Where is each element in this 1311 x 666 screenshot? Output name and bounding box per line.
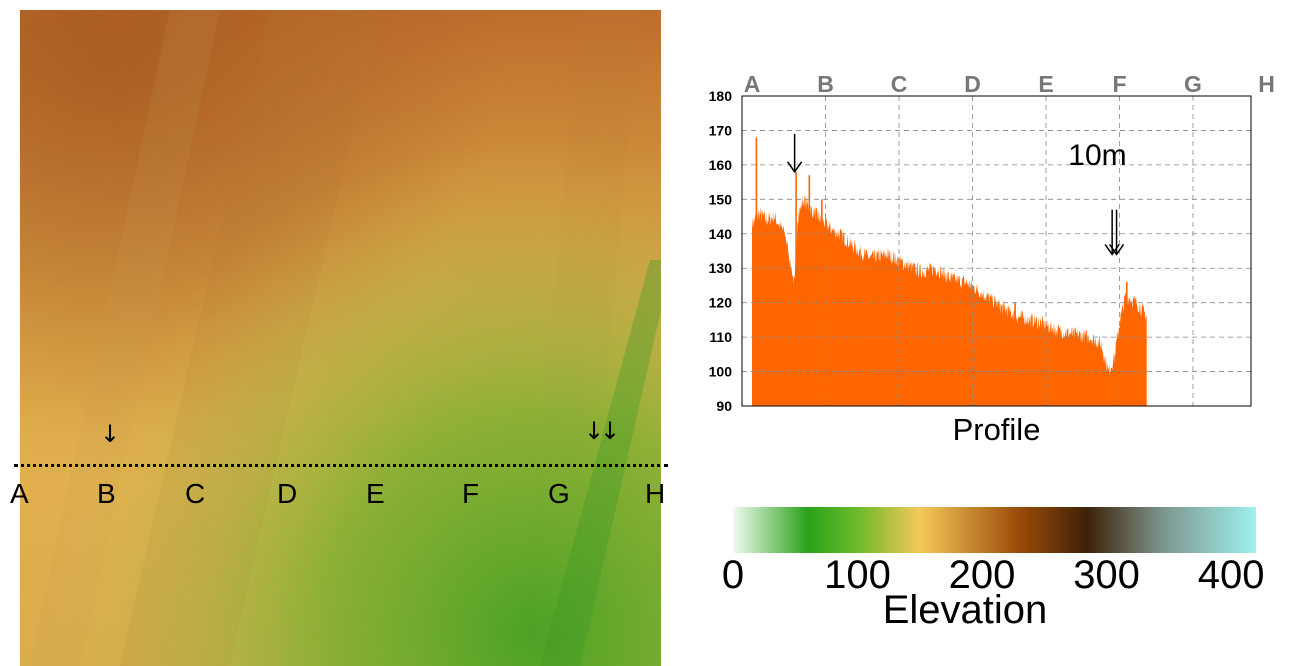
y-tick-label: 150 [709,191,733,207]
x-tick-label-c: C [891,71,908,97]
plot-frame [741,95,1252,407]
y-tick-label: 90 [716,398,732,414]
profile-label-g: G [548,478,570,509]
elevation-colorbar [733,507,1256,553]
x-tick-label-h: H [1258,71,1275,97]
colorbar-tick-label: 0 [721,553,745,597]
y-tick-label: 140 [709,226,733,242]
x-tick-label-g: G [1184,71,1202,97]
profile-label-h: H [645,478,666,509]
chart-arrow-head-2 [1108,244,1125,256]
colorbar-gradient [733,507,1256,553]
profile-label-c: C [185,478,206,509]
x-tick-label-d: D [964,71,981,97]
x-tick-label-b: B [817,71,834,97]
elevation-map [20,10,661,666]
profile-label-d: D [277,478,298,509]
chart-title: 10m [1068,139,1126,172]
y-tick-label: 120 [709,295,733,311]
map-arrow-b-icon: ↓ [100,420,121,448]
y-tick-label: 170 [709,122,733,138]
y-tick-label: 130 [709,260,733,276]
profile-label-e: E [366,478,385,509]
map-arrow-g2-icon: ↓ [600,417,621,445]
colorbar-title: Elevation [882,588,1048,632]
profile-label-b: B [97,478,116,509]
profile-label-a: A [10,478,29,509]
map-arrow-g1-icon: ↓ [584,417,605,445]
colorbar-tick-label: 100 [824,553,891,597]
colorbar-tick-label: 400 [1197,553,1265,597]
x-tick-label-a: A [744,71,761,97]
elevation-map-image [20,10,661,666]
profile-chart: 90 100 110 120 130 140 150 160 170 180 A B C D E F G H 10m… [690,68,1311,458]
profile-label-f: F [462,478,480,509]
colorbar-tick-label: 200 [948,553,1016,597]
x-tick-label-e: E [1038,71,1053,97]
profile-chart-svg: 90 100 110 120 130 140 150 160 170 180 A B C D E F G H 10m… [709,71,1275,447]
chart-arrow-head-0 [787,161,803,174]
y-tick-label: 160 [709,157,733,173]
y-tick-label: 110 [709,329,732,345]
profile-area [752,194,1147,406]
profile-line [14,464,668,467]
y-tick-label: 100 [709,364,733,380]
x-tick-label-f: F [1112,71,1126,97]
x-axis-label: Profile [953,412,1041,447]
colorbar-tick-label: 300 [1073,553,1140,597]
y-tick-label: 180 [709,88,733,104]
